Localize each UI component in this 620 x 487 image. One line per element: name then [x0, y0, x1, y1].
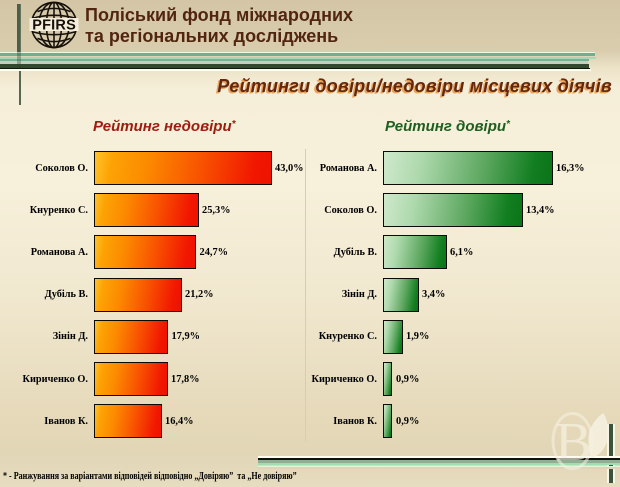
svg-text:B: B — [555, 411, 592, 472]
svg-text:PFIRS: PFIRS — [33, 18, 77, 34]
